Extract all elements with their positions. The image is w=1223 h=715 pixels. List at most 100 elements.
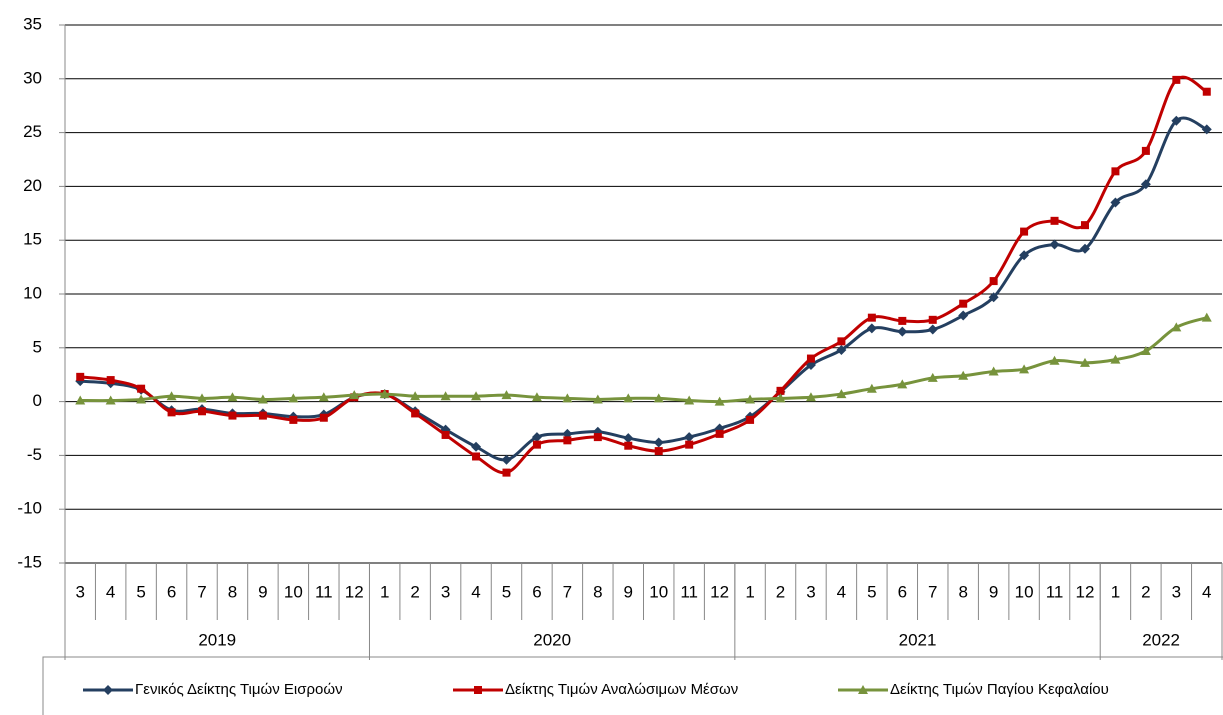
marker	[531, 432, 542, 443]
marker	[867, 313, 876, 322]
marker	[1050, 216, 1059, 225]
marker	[685, 440, 694, 449]
marker	[989, 277, 998, 286]
marker	[806, 354, 815, 363]
marker	[654, 447, 663, 456]
marker	[349, 390, 360, 400]
marker	[836, 389, 847, 399]
y-tick-label: -10	[17, 499, 42, 518]
marker	[532, 440, 541, 449]
year-label: 2021	[899, 630, 937, 649]
legend: Γενικός Δείκτης Τιμών Εισροών Δείκτης Τιμ…	[42, 656, 1223, 715]
y-tick-label: 20	[23, 176, 42, 195]
marker	[897, 326, 908, 337]
marker	[624, 441, 633, 450]
marker	[1171, 115, 1182, 126]
marker	[167, 408, 176, 417]
marker	[958, 370, 969, 380]
marker	[1110, 197, 1121, 208]
marker	[319, 413, 328, 422]
marker	[105, 395, 116, 405]
marker	[623, 433, 634, 444]
x-tick-label: 9	[258, 582, 267, 601]
marker	[106, 376, 115, 385]
marker	[593, 433, 602, 442]
x-tick-label: 1	[1111, 582, 1120, 601]
marker	[866, 383, 877, 393]
y-tick-label: 35	[23, 14, 42, 33]
marker	[502, 468, 511, 477]
marker	[928, 315, 937, 324]
marker	[1049, 239, 1060, 250]
y-tick-label: 25	[23, 122, 42, 141]
marker	[1019, 364, 1030, 374]
y-tick-label: 15	[23, 230, 42, 249]
x-tick-label: 10	[1015, 582, 1034, 601]
marker	[836, 344, 847, 355]
marker	[927, 324, 938, 335]
marker	[1020, 227, 1029, 236]
marker	[653, 437, 664, 448]
y-tick-label: -15	[17, 552, 42, 571]
year-label: 2019	[198, 630, 236, 649]
marker	[988, 292, 999, 303]
marker	[1110, 354, 1121, 364]
marker	[198, 407, 207, 416]
x-tick-label: 3	[75, 582, 84, 601]
x-tick-label: 8	[958, 582, 967, 601]
marker	[471, 391, 482, 401]
marker	[959, 299, 968, 308]
marker	[501, 454, 512, 465]
marker	[623, 393, 634, 403]
series-line	[80, 316, 1208, 404]
year-label: 2020	[533, 630, 571, 649]
marker	[441, 430, 450, 439]
marker	[776, 386, 785, 395]
marker	[137, 384, 146, 393]
x-tick-label: 11	[315, 582, 333, 601]
x-tick-label: 4	[106, 582, 115, 601]
x-tick-label: 1	[380, 582, 389, 601]
x-tick-label: 12	[710, 582, 729, 601]
marker	[1140, 179, 1151, 190]
x-tick-label: 12	[1076, 582, 1095, 601]
marker	[1019, 250, 1030, 261]
series-line	[80, 116, 1208, 462]
marker	[75, 395, 86, 405]
marker	[1140, 346, 1151, 356]
marker	[745, 394, 756, 404]
x-tick-label: 6	[898, 582, 907, 601]
x-tick-label: 8	[228, 582, 237, 601]
marker	[1172, 75, 1181, 84]
x-tick-label: 1	[745, 582, 754, 601]
x-tick-label: 5	[867, 582, 876, 601]
marker	[471, 441, 482, 452]
y-tick-label: 10	[23, 283, 42, 302]
marker	[472, 452, 481, 461]
marker	[1141, 146, 1150, 155]
x-tick-label: 2	[776, 582, 785, 601]
legend-label: Γενικός Δείκτης Τιμών Εισροών	[135, 681, 343, 698]
year-label: 2022	[1142, 630, 1180, 649]
x-tick-label: 3	[441, 582, 450, 601]
marker	[227, 392, 238, 402]
marker	[563, 436, 572, 445]
marker	[1111, 167, 1120, 176]
x-tick-label: 8	[593, 582, 602, 601]
marker	[684, 395, 695, 405]
marker	[1080, 221, 1089, 230]
marker	[562, 393, 573, 403]
marker	[866, 323, 877, 334]
marker	[653, 393, 664, 403]
marker	[379, 389, 390, 399]
marker	[1202, 87, 1211, 96]
marker	[715, 429, 724, 438]
marker	[684, 432, 695, 443]
legend-label: Δείκτης Τιμών Παγίου Κεφαλαίου	[890, 681, 1109, 698]
x-tick-label: 3	[1172, 582, 1181, 601]
marker	[76, 372, 85, 381]
marker	[1079, 243, 1090, 254]
marker	[746, 415, 755, 424]
